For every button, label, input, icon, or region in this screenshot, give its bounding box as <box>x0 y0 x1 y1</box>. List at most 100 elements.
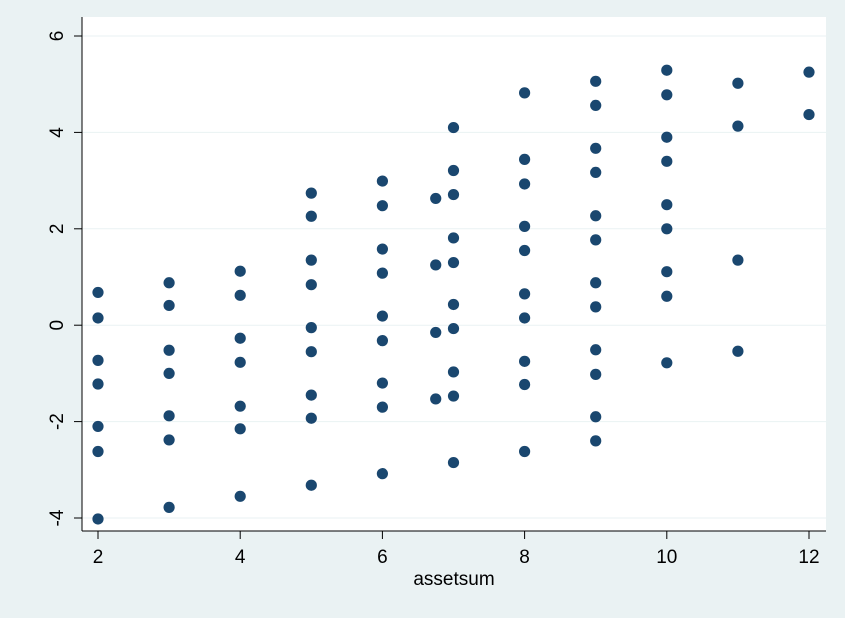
y-tick-label: 2 <box>47 224 68 235</box>
data-point <box>430 326 442 339</box>
data-point <box>163 410 175 422</box>
data-point <box>519 244 531 257</box>
data-point <box>519 220 531 232</box>
data-point <box>590 411 602 423</box>
data-point <box>305 346 317 358</box>
data-point <box>447 121 460 134</box>
x-axis-ticks: 2 4 6 8 10 12 <box>93 531 820 568</box>
data-point <box>163 277 175 289</box>
data-point <box>661 131 673 143</box>
data-point <box>305 254 317 266</box>
x-axis-label: assetsum <box>413 569 494 590</box>
data-point <box>92 312 104 324</box>
data-point <box>519 87 531 99</box>
data-point <box>519 178 531 190</box>
data-point <box>430 393 442 405</box>
data-point <box>305 279 317 291</box>
data-point <box>590 277 602 289</box>
data-point <box>92 378 104 390</box>
data-point <box>661 199 673 211</box>
data-point <box>305 412 317 424</box>
data-point <box>376 468 388 480</box>
plot-area <box>82 17 826 531</box>
data-point <box>732 77 744 89</box>
data-point <box>376 175 388 187</box>
data-point <box>590 99 602 112</box>
y-tick-label: -4 <box>47 509 68 526</box>
data-point <box>519 153 531 165</box>
data-point <box>376 401 388 413</box>
data-point <box>590 435 602 447</box>
x-tick-label: 8 <box>519 547 530 568</box>
data-point <box>732 254 744 266</box>
data-point <box>376 377 388 389</box>
data-point <box>376 267 388 279</box>
data-point <box>590 301 602 313</box>
data-point <box>661 89 673 101</box>
data-point <box>447 256 460 269</box>
data-point <box>163 434 175 446</box>
y-axis-ticks: -4 -2 0 2 4 6 <box>47 31 82 526</box>
data-point <box>661 64 673 76</box>
data-point <box>732 120 744 132</box>
data-point <box>430 192 442 205</box>
data-point <box>661 155 673 167</box>
data-point <box>305 187 317 199</box>
data-point <box>590 368 602 380</box>
data-point <box>234 265 246 277</box>
data-point <box>430 259 442 271</box>
data-point <box>519 355 531 367</box>
data-point <box>305 389 317 401</box>
data-point <box>305 210 317 222</box>
data-point <box>661 223 673 235</box>
data-point <box>661 357 673 369</box>
data-point <box>661 290 673 302</box>
data-point <box>92 354 104 366</box>
data-point <box>376 200 388 212</box>
data-point <box>519 312 531 324</box>
data-point <box>305 479 317 491</box>
data-point <box>447 188 460 201</box>
x-tick-label: 2 <box>93 547 104 568</box>
y-tick-label: 6 <box>47 31 68 42</box>
x-tick-label: 6 <box>377 547 388 568</box>
data-point <box>234 289 246 301</box>
data-point <box>234 356 246 368</box>
y-tick-label: -2 <box>47 413 68 430</box>
data-point <box>234 400 246 412</box>
data-point <box>590 166 602 179</box>
data-point <box>163 299 175 312</box>
data-point <box>92 286 104 299</box>
x-tick-label: 10 <box>656 547 677 568</box>
data-point <box>661 266 673 278</box>
data-point <box>447 164 460 177</box>
data-point <box>590 75 602 87</box>
data-point <box>803 108 815 121</box>
data-point <box>590 142 602 154</box>
y-tick-label: 0 <box>47 320 68 331</box>
data-point <box>447 456 460 469</box>
y-tick-label: 4 <box>47 127 68 138</box>
data-point <box>376 243 388 255</box>
data-point <box>92 420 104 433</box>
data-point <box>376 310 388 322</box>
data-point <box>590 210 602 222</box>
x-tick-label: 12 <box>798 547 819 568</box>
data-point <box>447 322 460 335</box>
data-point <box>590 344 602 356</box>
data-point <box>447 366 460 378</box>
data-point <box>234 332 246 344</box>
data-point <box>92 445 104 458</box>
data-point <box>234 423 246 435</box>
data-point <box>376 335 388 347</box>
data-point <box>447 390 460 402</box>
data-point <box>163 344 175 356</box>
x-tick-label: 4 <box>235 547 246 568</box>
data-point <box>447 298 460 311</box>
data-point <box>92 513 104 525</box>
data-point <box>163 501 175 513</box>
data-point <box>519 378 531 391</box>
data-point <box>519 288 531 300</box>
data-point <box>234 490 246 502</box>
